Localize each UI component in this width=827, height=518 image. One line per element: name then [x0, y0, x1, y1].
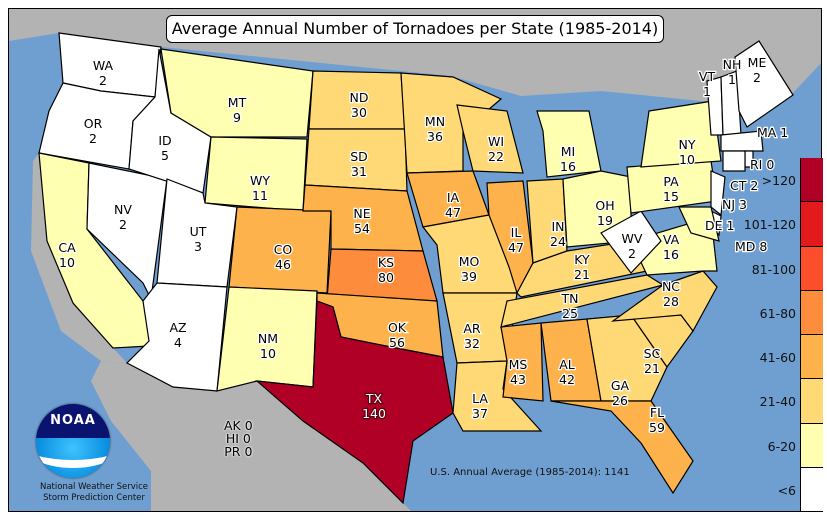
state-label-al: AL 42	[559, 357, 575, 387]
legend-label: 41-60	[759, 350, 796, 365]
legend-label: 101-120	[743, 217, 796, 233]
state-label-de: DE 1	[705, 218, 734, 233]
state-label-ok: OK 56	[388, 320, 407, 350]
state-label-me: ME 2	[748, 55, 767, 85]
state-label-ct: CT 2	[730, 178, 758, 193]
state-label-wy: WY 11	[250, 173, 270, 203]
state-label-la: LA 37	[472, 391, 488, 421]
state-label-ny: NY 10	[679, 137, 696, 167]
noaa-logo: NOAA	[36, 404, 110, 478]
color-legend	[800, 158, 823, 512]
territory-hi: HI 0	[225, 431, 251, 446]
state-label-ar: AR 32	[463, 321, 481, 351]
state-label-ca: CA 10	[58, 240, 76, 270]
state-label-ma: MA 1	[757, 125, 788, 140]
state-label-mi: MI 16	[560, 144, 576, 174]
state-wi	[456, 104, 524, 174]
state-label-nm: NM 10	[258, 331, 278, 361]
state-label-sd: SD 31	[350, 149, 368, 179]
legend-swatch	[801, 335, 823, 380]
state-label-va: VA 16	[663, 232, 680, 262]
state-mi	[536, 110, 602, 178]
state-ms	[500, 322, 544, 402]
state-ma	[720, 130, 764, 152]
territory-pr: PR 0	[224, 444, 253, 459]
state-ny	[640, 100, 722, 168]
legend-label: <6	[777, 482, 796, 498]
state-label-mo: MO 39	[459, 254, 480, 284]
state-label-ne: NE 54	[353, 206, 370, 236]
state-label-ri: RI 0	[750, 157, 774, 172]
state-label-mn: MN 36	[425, 114, 445, 144]
state-label-ms: MS 43	[509, 357, 528, 387]
state-mt	[160, 48, 314, 138]
state-fl	[550, 400, 694, 495]
state-label-co: CO 46	[274, 242, 293, 272]
state-label-nd: ND 30	[350, 90, 369, 120]
state-label-nv: NV 2	[114, 202, 132, 232]
state-tx	[255, 300, 454, 505]
territories-list: AK 0 HI 0 PR 0	[224, 419, 253, 458]
map-frame: WA 2 OR 2 CA 10 NV 2 ID 5 MT 9 WY 11 UT 3 AZ 4 CO 46 NM 10 ND 3…	[8, 8, 822, 512]
state-label-vt: VT 1	[699, 69, 716, 99]
state-label-id: ID 5	[158, 133, 171, 163]
state-label-mt: MT 9	[228, 95, 247, 125]
legend-swatch	[801, 158, 823, 203]
state-label-ky: KY 21	[574, 252, 590, 282]
us-tornado-map: WA 2 OR 2 CA 10 NV 2 ID 5 MT 9 WY 11 UT 3 AZ 4 CO 46 NM 10 ND 3…	[9, 9, 821, 511]
legend-swatch	[801, 423, 823, 468]
legend-swatch	[801, 290, 823, 335]
state-label-ut: UT 3	[190, 224, 207, 254]
state-label-nj: NJ 3	[722, 197, 747, 212]
baja-land	[31, 153, 127, 363]
annual-average-note: U.S. Annual Average (1985-2014): 1141	[430, 467, 630, 478]
state-me	[734, 40, 794, 128]
state-label-il: IL 47	[508, 225, 524, 255]
territory-ak: AK 0	[224, 418, 253, 433]
logo-text: NOAA	[50, 413, 96, 428]
state-label-az: AZ 4	[169, 320, 186, 350]
state-label-sc: SC 21	[644, 346, 661, 376]
state-label-tn: TN 25	[561, 291, 579, 321]
credit-line-2: Storm Prediction Center	[43, 493, 145, 503]
mexico-land	[91, 361, 411, 511]
state-label-tx: TX 140	[362, 391, 386, 421]
state-label-md: MD 8	[735, 239, 767, 254]
state-label-wa: WA 2	[93, 58, 114, 88]
state-label-nc: NC 28	[662, 279, 680, 309]
state-label-ga: GA 26	[611, 378, 630, 408]
map-title: Average Annual Number of Tornadoes per S…	[166, 15, 664, 43]
credit: National Weather Service Storm Predictio…	[14, 482, 174, 504]
credit-line-1: National Weather Service	[39, 482, 149, 492]
legend-label: 81-100	[751, 261, 796, 277]
state-label-fl: FL 59	[649, 405, 665, 435]
state-label-ia: IA 47	[445, 190, 461, 220]
legend-swatch	[801, 379, 823, 424]
state-label-wv: WV 2	[622, 231, 643, 261]
state-md	[678, 206, 720, 242]
state-label-oh: OH 19	[595, 198, 614, 228]
state-label-ks: KS 80	[378, 255, 394, 285]
legend-label: >120	[761, 173, 796, 188]
state-label-in: IN 24	[550, 219, 566, 249]
legend-swatch	[801, 246, 823, 291]
state-ct	[722, 150, 746, 172]
state-label-wi: WI 22	[488, 134, 504, 164]
state-label-pa: PA 15	[663, 174, 679, 204]
legend-label: 61-80	[759, 305, 796, 321]
legend-label: 21-40	[759, 394, 796, 410]
legend-swatch	[801, 467, 823, 512]
state-label-or: OR 2	[84, 116, 103, 146]
state-az	[125, 282, 228, 392]
legend-swatch	[801, 202, 823, 247]
state-label-nh: NH 1	[723, 57, 742, 87]
state-wv	[600, 210, 662, 274]
state-nj	[710, 170, 726, 217]
legend-label: 6-20	[767, 438, 796, 454]
